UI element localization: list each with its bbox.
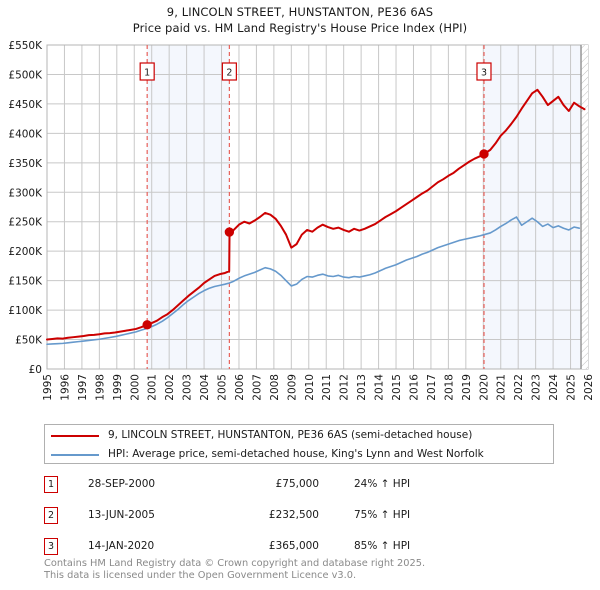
svg-text:2001: 2001: [147, 374, 159, 401]
svg-text:2007: 2007: [251, 374, 263, 401]
svg-text:2003: 2003: [182, 374, 194, 401]
sale-hpi-delta: 75% ↑ HPI: [354, 509, 411, 521]
legend-item-property: 9, LINCOLN STREET, HUNSTANTON, PE36 6AS …: [45, 426, 553, 445]
sale-index-badge: 1: [44, 476, 58, 493]
sale-date: 28-SEP-2000: [88, 478, 156, 490]
x-axis-tick-labels: 1995 1996 1997 1998 1999 2000 2001 2002 2003 2004…: [42, 374, 595, 401]
svg-text:1997: 1997: [77, 374, 89, 401]
chart-legend: 9, LINCOLN STREET, HUNSTANTON, PE36 6AS …: [44, 424, 554, 464]
price-history-chart: £0 £50K £100K £150K £200K £250K £300K £350K £400…: [8, 40, 595, 401]
svg-text:£150K: £150K: [8, 276, 43, 288]
legend-swatch-property: [51, 435, 99, 437]
svg-text:2005: 2005: [217, 374, 229, 401]
footer-attribution: Contains HM Land Registry data © Crown c…: [44, 558, 584, 581]
svg-text:£550K: £550K: [8, 40, 43, 52]
svg-text:2: 2: [226, 68, 232, 79]
sale-hpi-delta: 24% ↑ HPI: [354, 478, 411, 490]
svg-text:2012: 2012: [339, 374, 351, 401]
legend-swatch-hpi: [51, 454, 99, 456]
svg-text:3: 3: [481, 68, 487, 79]
footer-licence-line: This data is licensed under the Open Gov…: [44, 569, 357, 581]
svg-text:2011: 2011: [321, 374, 333, 401]
sale-record-row: 3 14-JAN-2020 £365,000 85% ↑ HPI: [44, 538, 564, 558]
svg-text:2009: 2009: [286, 374, 298, 401]
svg-text:2024: 2024: [548, 374, 560, 401]
legend-item-hpi: HPI: Average price, semi-detached house,…: [45, 445, 553, 464]
svg-text:£350K: £350K: [8, 158, 43, 170]
chart-title-subtitle: Price paid vs. HM Land Registry's House …: [132, 21, 468, 35]
svg-text:£0: £0: [29, 364, 42, 376]
svg-text:2026: 2026: [583, 374, 595, 401]
svg-text:2018: 2018: [443, 374, 455, 401]
svg-text:£500K: £500K: [8, 69, 43, 81]
legend-label-hpi: HPI: Average price, semi-detached house,…: [108, 448, 484, 460]
svg-text:2023: 2023: [531, 374, 543, 401]
svg-text:£400K: £400K: [8, 128, 43, 140]
svg-text:£300K: £300K: [8, 187, 43, 199]
sale-index-badge: 3: [44, 538, 58, 555]
legend-label-property: 9, LINCOLN STREET, HUNSTANTON, PE36 6AS …: [108, 429, 473, 441]
sale-hpi-delta: 85% ↑ HPI: [354, 540, 411, 552]
sale-price: £232,500: [268, 509, 319, 521]
svg-text:2002: 2002: [164, 374, 176, 401]
svg-text:1996: 1996: [59, 374, 71, 401]
sale-number-badges: 1 2 3: [139, 62, 492, 81]
highlight-bands: [147, 45, 588, 369]
sale-date: 14-JAN-2020: [88, 540, 155, 552]
sale-record-row: 2 13-JUN-2005 £232,500 75% ↑ HPI: [44, 507, 564, 527]
svg-text:2010: 2010: [304, 374, 316, 401]
svg-text:2019: 2019: [461, 374, 473, 401]
sale-index-badge: 2: [44, 507, 58, 524]
svg-text:£50K: £50K: [15, 335, 43, 347]
svg-text:2006: 2006: [234, 374, 246, 401]
sale-price: £365,000: [268, 540, 319, 552]
sale-date: 13-JUN-2005: [88, 509, 155, 521]
svg-text:2015: 2015: [391, 374, 403, 401]
svg-text:1999: 1999: [112, 374, 124, 401]
svg-text:2000: 2000: [129, 374, 141, 401]
svg-text:£250K: £250K: [8, 217, 43, 229]
svg-text:2017: 2017: [426, 374, 438, 401]
sale-price: £75,000: [275, 478, 319, 490]
projection-hatch-region: [580, 45, 588, 369]
svg-text:2022: 2022: [513, 374, 525, 401]
footer-copyright-line: Contains HM Land Registry data © Crown c…: [44, 558, 426, 569]
gridlines: [46, 44, 589, 370]
svg-text:1998: 1998: [94, 374, 106, 401]
svg-text:£200K: £200K: [8, 246, 43, 258]
y-axis-tick-labels: £0 £50K £100K £150K £200K £250K £300K £350K £400…: [8, 40, 43, 376]
svg-text:2014: 2014: [374, 374, 386, 401]
chart-title-address: 9, LINCOLN STREET, HUNSTANTON, PE36 6AS: [166, 5, 434, 19]
svg-text:£450K: £450K: [8, 99, 43, 111]
page-title: 9, LINCOLN STREET, HUNSTANTON, PE36 6AS …: [0, 4, 600, 36]
svg-text:2008: 2008: [269, 374, 281, 401]
svg-text:2013: 2013: [356, 374, 368, 401]
svg-text:1995: 1995: [42, 374, 54, 401]
svg-text:2025: 2025: [566, 374, 578, 401]
sale-record-row: 1 28-SEP-2000 £75,000 24% ↑ HPI: [44, 476, 564, 496]
svg-text:2020: 2020: [478, 374, 490, 401]
svg-text:2004: 2004: [199, 374, 211, 401]
svg-text:2016: 2016: [408, 374, 420, 401]
sale-point-markers: [142, 149, 489, 330]
svg-text:2021: 2021: [496, 374, 508, 401]
svg-text:1: 1: [144, 68, 150, 79]
svg-text:£100K: £100K: [8, 305, 43, 317]
sale-event-vertical-lines: [146, 45, 485, 369]
series-lines: [46, 88, 586, 346]
